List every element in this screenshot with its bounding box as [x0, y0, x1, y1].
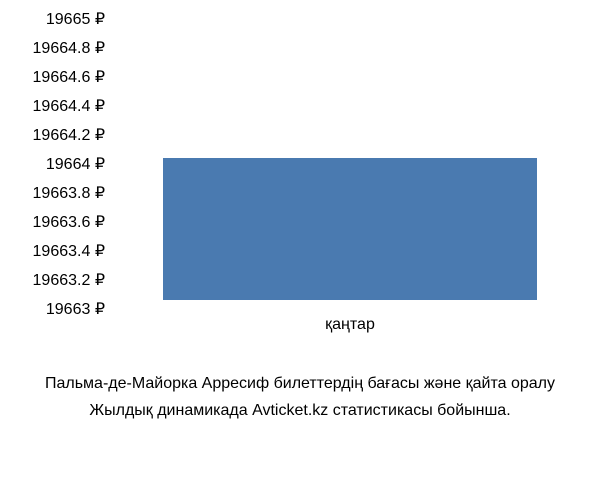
caption-line-1: Пальма-де-Майорка Арресиф билеттердің ба…: [0, 375, 600, 393]
y-tick-label: 19663.6 ₽: [33, 213, 105, 233]
y-tick-label: 19664.2 ₽: [33, 126, 105, 146]
y-tick-label: 19665 ₽: [46, 10, 105, 30]
y-tick-label: 19664.4 ₽: [33, 97, 105, 117]
chart-container: 19665 ₽ 19664.8 ₽ 19664.6 ₽ 19664.4 ₽ 19…: [0, 0, 600, 500]
x-tick-label: қаңтар: [325, 316, 375, 334]
caption-line-2: Жылдық динамикада Avticket.kz статистика…: [0, 402, 600, 420]
y-tick-label: 19664.6 ₽: [33, 68, 105, 88]
y-tick-label: 19663.8 ₽: [33, 184, 105, 204]
y-tick-label: 19663.4 ₽: [33, 242, 105, 262]
plot-area: [110, 10, 590, 300]
y-tick-label: 19663 ₽: [46, 300, 105, 320]
y-tick-label: 19663.2 ₽: [33, 271, 105, 291]
y-tick-label: 19664 ₽: [46, 155, 105, 175]
bar: [163, 158, 537, 300]
y-tick-label: 19664.8 ₽: [33, 39, 105, 59]
